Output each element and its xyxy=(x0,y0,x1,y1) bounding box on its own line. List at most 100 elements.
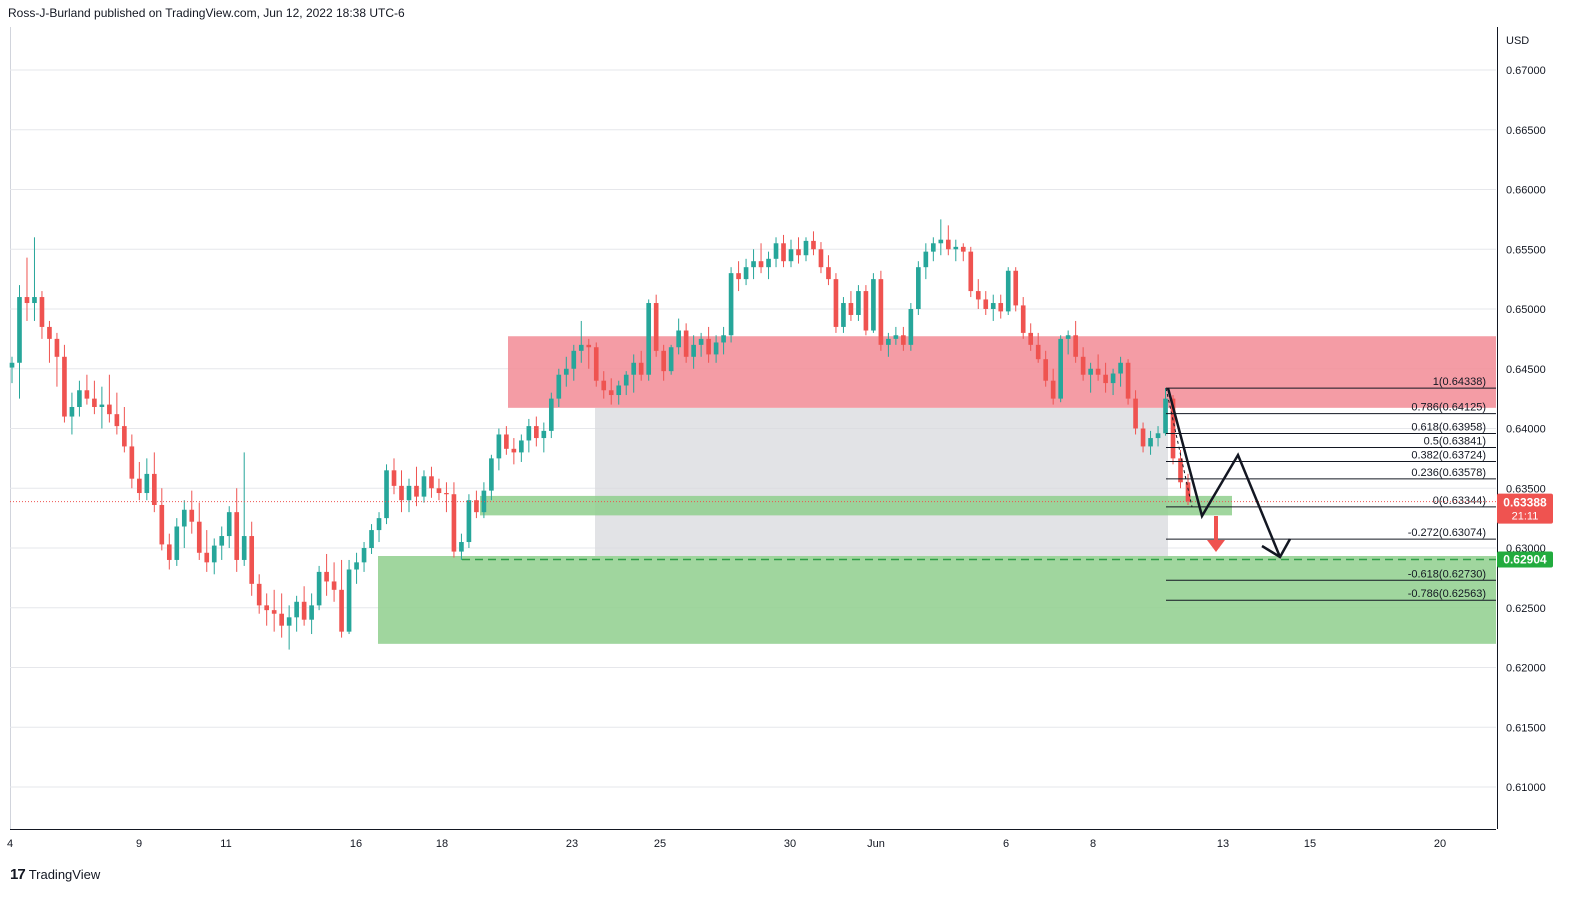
candle xyxy=(713,335,719,363)
candle xyxy=(122,406,127,453)
candle-body xyxy=(736,273,741,280)
candle xyxy=(39,291,45,339)
candle xyxy=(159,488,165,551)
candle-body xyxy=(706,338,711,355)
fib-level-label: 0(0.63344) xyxy=(1433,495,1486,507)
candle xyxy=(646,299,652,381)
candle-body xyxy=(923,251,929,268)
candle xyxy=(788,239,794,268)
candle-body xyxy=(1133,398,1138,429)
candle xyxy=(316,565,322,611)
candle-body xyxy=(62,356,67,417)
candle-body xyxy=(743,267,749,280)
candle-body xyxy=(271,610,277,614)
candle-body xyxy=(586,344,592,348)
candle-body xyxy=(354,562,359,570)
candle xyxy=(728,267,734,343)
x-tick-label: 25 xyxy=(654,838,666,850)
candle-body xyxy=(691,344,696,357)
candle-body xyxy=(361,548,367,563)
x-tick-label: 11 xyxy=(220,838,231,850)
candle xyxy=(189,490,195,534)
candle xyxy=(781,234,786,268)
candle xyxy=(234,488,240,572)
candle-body xyxy=(773,243,779,259)
candle-body xyxy=(916,267,921,309)
candle-body xyxy=(151,473,157,505)
candle xyxy=(975,279,981,309)
candle xyxy=(736,261,741,292)
candle-body xyxy=(1095,368,1101,375)
candle xyxy=(1005,267,1011,315)
candle-body xyxy=(871,279,876,331)
candle xyxy=(369,524,374,554)
candle-body xyxy=(137,478,142,494)
candle-body xyxy=(249,536,255,584)
x-axis: 4 9 11 16 18 23 25 30 Jun 6 8 13 15 20 xyxy=(7,838,1446,850)
candle xyxy=(1065,330,1071,355)
candle xyxy=(638,350,644,381)
candle xyxy=(181,500,187,548)
candle xyxy=(901,326,906,351)
candle-body xyxy=(1185,482,1191,502)
candle xyxy=(92,380,97,415)
candle xyxy=(1080,347,1086,381)
candle xyxy=(47,320,52,363)
candle-body xyxy=(99,404,105,407)
candle xyxy=(571,344,577,381)
zone-support-small xyxy=(480,495,1232,516)
candle-body xyxy=(496,434,502,459)
candle xyxy=(99,386,105,429)
y-tick-label: 0.63500 xyxy=(1506,483,1546,495)
candle xyxy=(481,482,487,519)
candle xyxy=(1140,422,1146,453)
candle xyxy=(241,452,247,566)
y-tick-label: 0.66000 xyxy=(1506,185,1546,197)
candle xyxy=(331,562,337,602)
candle-body xyxy=(9,362,15,368)
y-axis-unit: USD xyxy=(1506,35,1529,47)
candle xyxy=(174,518,180,566)
candle-body xyxy=(788,249,794,262)
annotations xyxy=(10,387,1496,561)
candle-body xyxy=(728,273,734,336)
candle xyxy=(608,378,614,405)
candle-body xyxy=(945,239,951,250)
candle xyxy=(264,593,269,626)
footer[interactable]: 17 TradingView xyxy=(10,866,100,883)
candle xyxy=(9,356,15,384)
candle xyxy=(721,326,726,355)
candle xyxy=(1118,356,1123,387)
candle xyxy=(556,368,562,407)
candle xyxy=(24,257,30,321)
candle-body xyxy=(264,605,269,611)
candle-body xyxy=(459,542,464,552)
candle xyxy=(301,586,307,626)
candle-body xyxy=(826,267,831,280)
candle-body xyxy=(294,601,299,618)
candle-body xyxy=(69,406,75,417)
candle-body xyxy=(1155,433,1161,439)
candle-body xyxy=(556,374,562,399)
candle-body xyxy=(998,303,1004,312)
candle-body xyxy=(391,470,397,486)
candle-body xyxy=(107,404,112,415)
candle xyxy=(391,458,397,495)
candle xyxy=(256,574,262,614)
candle xyxy=(848,291,854,321)
fib-trend-line xyxy=(1165,388,1193,507)
candle-body xyxy=(683,330,689,357)
candle-body xyxy=(601,380,607,391)
candle xyxy=(489,454,494,501)
candle xyxy=(17,285,22,399)
candle-body xyxy=(331,581,337,590)
candle-body xyxy=(346,569,352,632)
candle-body xyxy=(519,440,524,453)
candle-body xyxy=(698,338,704,345)
candle-body xyxy=(226,512,232,537)
candle xyxy=(706,326,711,363)
candle xyxy=(953,239,959,262)
fibonacci-levels: 1(0.64338) 0.786(0.64125) 0.618(0.63958) 0.… xyxy=(1165,376,1496,601)
candle xyxy=(983,291,989,315)
